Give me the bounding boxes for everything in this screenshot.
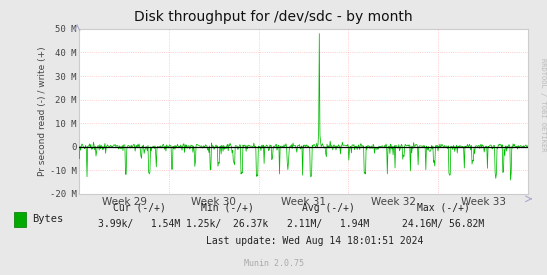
- Text: 3.99k/   1.54M: 3.99k/ 1.54M: [98, 219, 181, 229]
- Text: RRDTOOL / TOBI OETIKER: RRDTOOL / TOBI OETIKER: [540, 58, 546, 151]
- Text: Cur (-/+): Cur (-/+): [113, 203, 166, 213]
- Text: Max (-/+): Max (-/+): [417, 203, 469, 213]
- Text: Avg (-/+): Avg (-/+): [302, 203, 354, 213]
- Text: 1.25k/  26.37k: 1.25k/ 26.37k: [186, 219, 268, 229]
- Y-axis label: Pr second read (-) / write (+): Pr second read (-) / write (+): [38, 46, 47, 176]
- Text: 24.16M/ 56.82M: 24.16M/ 56.82M: [402, 219, 484, 229]
- Text: Last update: Wed Aug 14 18:01:51 2024: Last update: Wed Aug 14 18:01:51 2024: [206, 236, 423, 246]
- Text: Min (-/+): Min (-/+): [201, 203, 253, 213]
- Text: Bytes: Bytes: [32, 214, 63, 224]
- Text: Disk throughput for /dev/sdc - by month: Disk throughput for /dev/sdc - by month: [134, 10, 413, 24]
- Text: Munin 2.0.75: Munin 2.0.75: [243, 259, 304, 268]
- Text: 2.11M/   1.94M: 2.11M/ 1.94M: [287, 219, 369, 229]
